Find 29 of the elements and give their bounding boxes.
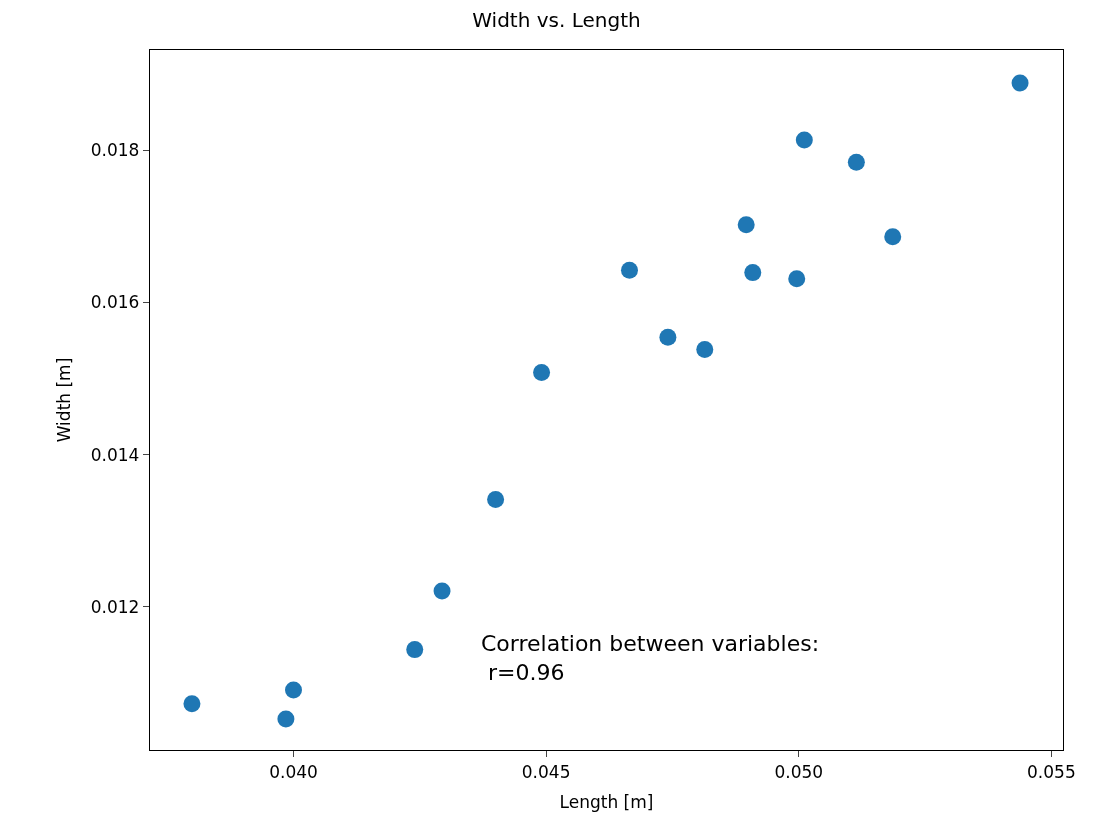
y-axis-title: Width [m] (54, 357, 75, 443)
y-tick-label: 0.014 (90, 444, 140, 465)
point (406, 641, 424, 659)
y-tick-label: 0.018 (90, 139, 140, 160)
point (737, 216, 755, 234)
point (659, 328, 677, 346)
point (433, 582, 451, 600)
x-tick-label: 0.050 (774, 761, 824, 782)
chart-title: Width vs. Length (472, 7, 641, 32)
x-tick-label: 0.045 (521, 761, 571, 782)
x-tick-label: 0.055 (1027, 761, 1076, 782)
point (847, 153, 865, 171)
point (696, 341, 714, 359)
point (487, 491, 505, 509)
point (285, 681, 302, 699)
point (744, 264, 762, 282)
y-tick-label: 0.012 (90, 596, 140, 617)
point (788, 270, 806, 288)
point (533, 363, 551, 381)
point (621, 261, 638, 279)
x-axis-title: Length [m] (559, 791, 654, 812)
point (795, 131, 813, 149)
point (1011, 74, 1029, 92)
y-tick-label: 0.016 (90, 292, 140, 313)
point (183, 695, 201, 713)
x-tick-label: 0.040 (269, 761, 318, 782)
annotation: Correlation between variables: r=0.96 (481, 631, 820, 685)
point (277, 710, 295, 728)
point (884, 228, 902, 246)
